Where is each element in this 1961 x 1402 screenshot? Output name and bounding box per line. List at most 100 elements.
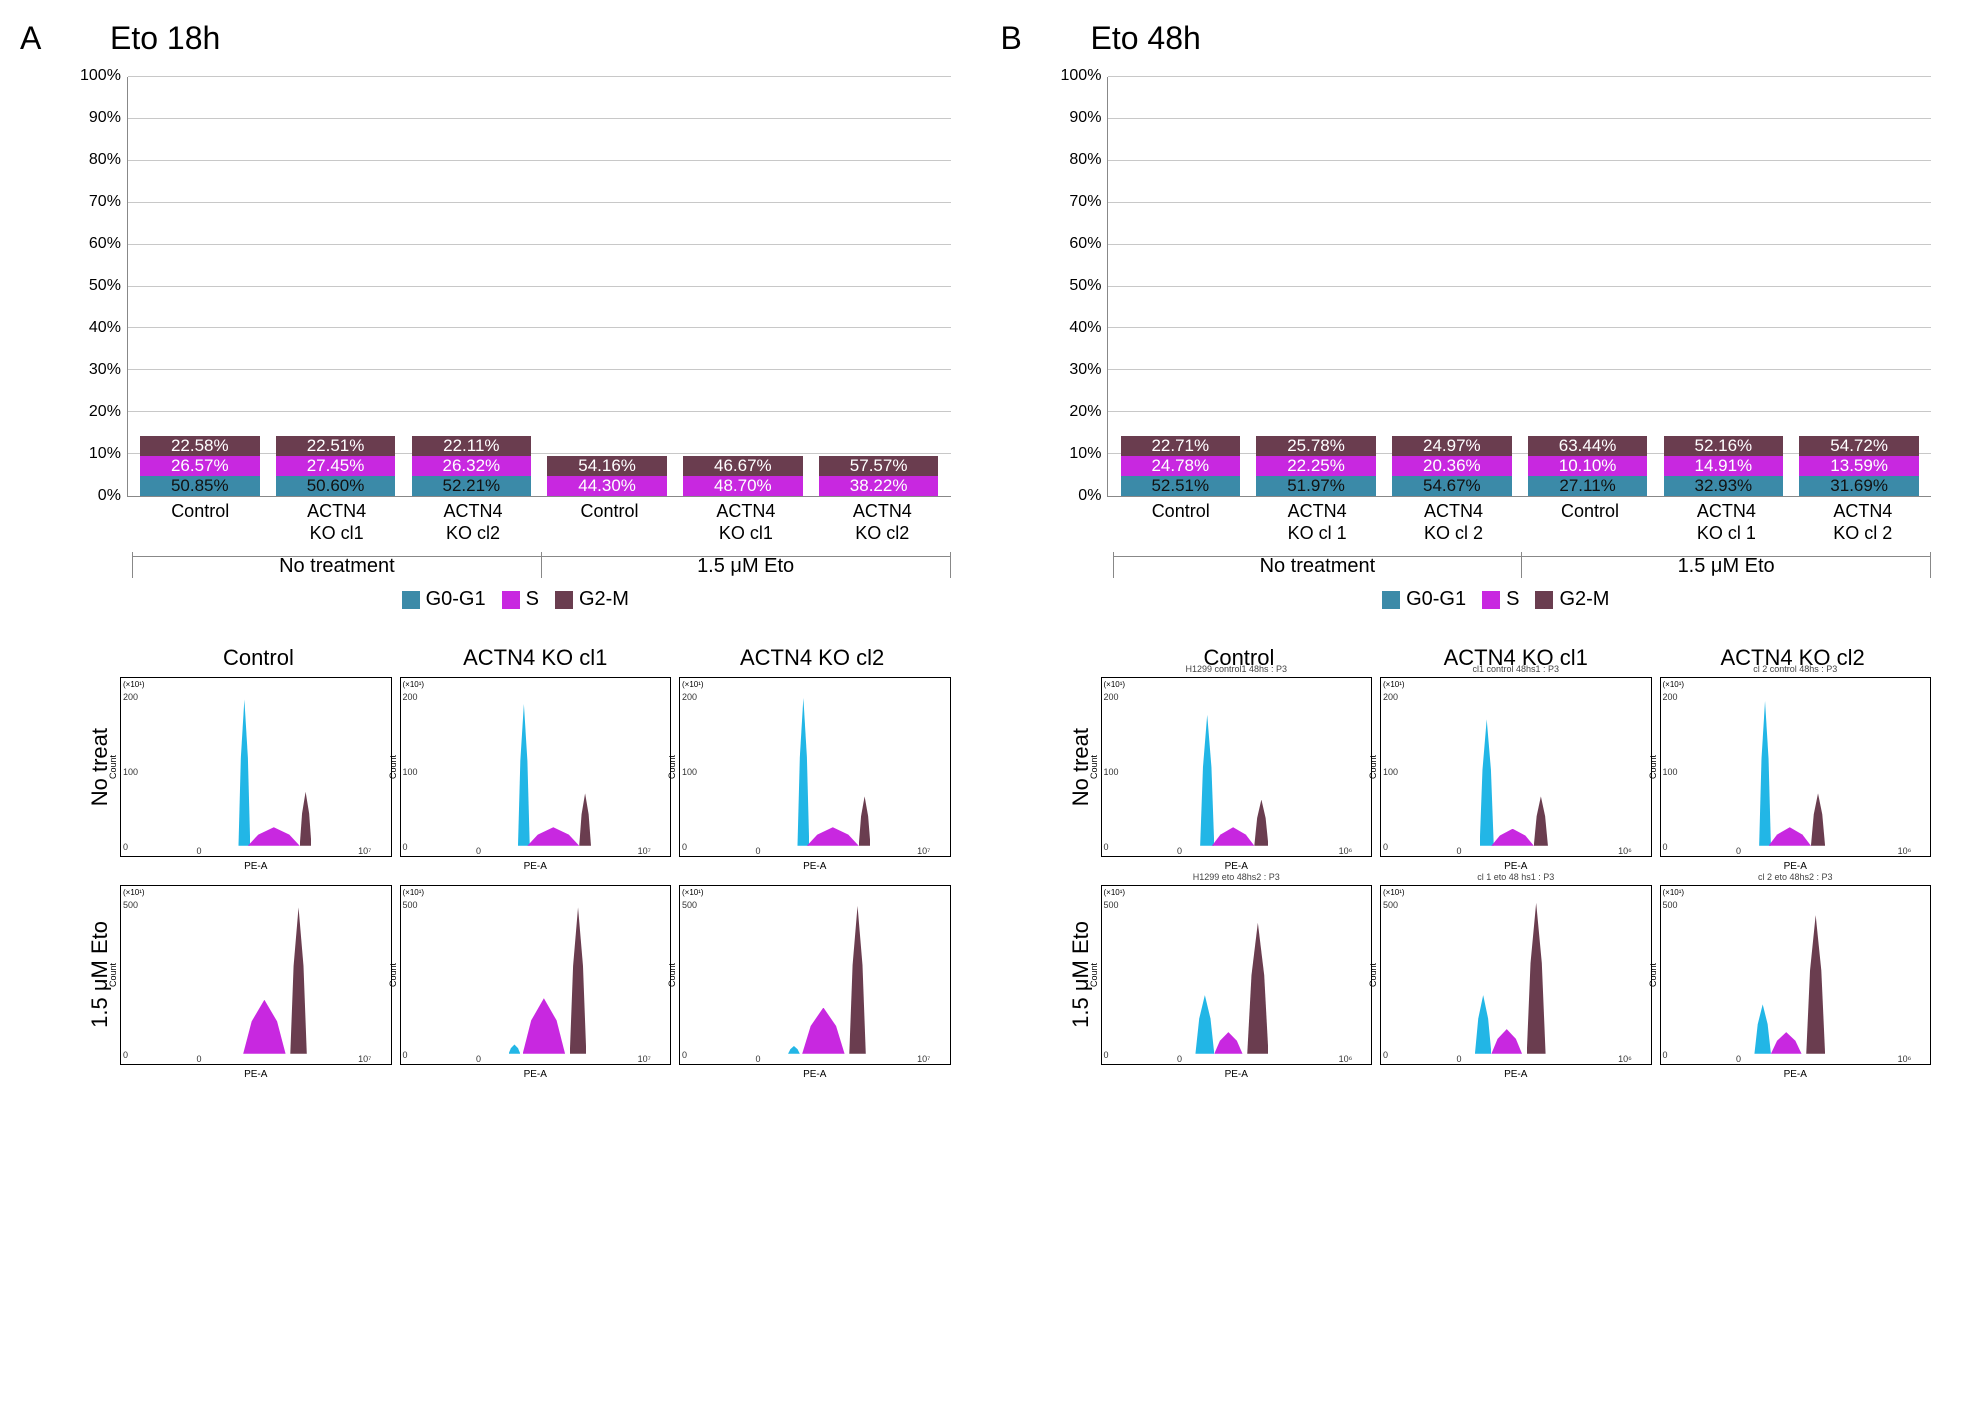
x-label: ACTN4KO cl 1	[1249, 501, 1385, 544]
histogram-unit: (×10¹)	[123, 888, 145, 897]
segment-g0g1: 52.51%	[1121, 476, 1240, 496]
histogram-cell: H1299 control1 48hs : P3CountPE-A(×10¹)2…	[1101, 677, 1373, 857]
histogram-ytick: 0	[1663, 1050, 1668, 1060]
histogram-peak	[849, 906, 865, 1054]
x-label: ACTN4KO cl2	[814, 501, 950, 544]
panel-title: Eto 48h	[1091, 20, 1932, 57]
segment-label: 22.58%	[171, 436, 229, 456]
histogram-ytick: 0	[403, 1050, 408, 1060]
histogram-unit: (×10¹)	[1104, 680, 1126, 689]
histogram-ytick: 200	[403, 692, 418, 702]
histogram-unit: (×10¹)	[403, 888, 425, 897]
histogram-peak	[579, 793, 591, 845]
histogram-ytick: 0	[682, 1050, 687, 1060]
bar-group: 50.85%26.57%22.58%	[132, 436, 268, 496]
stacked-bar: 51.97%22.25%25.78%	[1256, 436, 1375, 496]
histogram-col-headers: ControlACTN4 KO cl1ACTN4 KO cl2	[120, 645, 951, 677]
histogram-peak	[1811, 793, 1825, 845]
legend-item: S	[1482, 588, 1519, 611]
segment-g2m: 25.78%	[1256, 436, 1375, 456]
histogram-x-label: PE-A	[1784, 861, 1807, 872]
histogram-peak	[1759, 701, 1771, 846]
histogram-ytick: 200	[1383, 692, 1398, 702]
histogram-xtick: 10⁷	[917, 846, 930, 856]
x-label: Control	[1522, 501, 1658, 544]
plot-area: 52.51%24.78%22.71%51.97%22.25%25.78%54.6…	[1107, 77, 1931, 497]
histogram-xtick: 0	[476, 846, 481, 856]
histogram-y-label: Count	[388, 963, 398, 987]
panel-B: BEto 48h100%90%80%70%60%50%40%30%20%10%0…	[1011, 20, 1932, 1065]
stacked-bar-chart: 100%90%80%70%60%50%40%30%20%10%0%52.51%2…	[1061, 77, 1932, 615]
histogram-y-label: Count	[1368, 963, 1378, 987]
histogram-peak	[1475, 995, 1491, 1054]
histogram-ytick: 0	[123, 1050, 128, 1060]
x-label: Control	[541, 501, 677, 544]
histogram-cell: H1299 eto 48hs2 : P3CountPE-A(×10¹)50000…	[1101, 885, 1373, 1065]
plot-area: 50.85%26.57%22.58%50.60%27.45%22.51%52.2…	[127, 77, 951, 497]
stacked-bar: 0.87%44.30%54.16%	[547, 456, 666, 496]
histogram-col-header: ACTN4 KO cl2	[674, 645, 951, 671]
stacked-bar: 54.67%20.36%24.97%	[1392, 436, 1511, 496]
segment-g2m: 22.51%	[276, 436, 395, 456]
histogram-xtick: 0	[755, 1054, 760, 1064]
histogram-cell: CountPE-A(×10¹)2001000010⁷	[679, 677, 951, 857]
x-label: ACTN4KO cl 1	[1658, 501, 1794, 544]
histogram-ytick: 100	[123, 767, 138, 777]
segment-g2m: 22.58%	[140, 436, 259, 456]
segment-label: 31.69%	[1830, 476, 1888, 496]
histogram-title: cl 2 eto 48hs2 : P3	[1758, 872, 1833, 882]
histogram-x-label: PE-A	[1225, 1069, 1248, 1080]
segment-g2m: 24.97%	[1392, 436, 1511, 456]
histogram-peak	[1491, 1029, 1522, 1054]
segment-label: 63.44%	[1559, 436, 1617, 456]
histogram-xtick: 0	[755, 846, 760, 856]
histogram-xtick: 0	[476, 1054, 481, 1064]
histogram-x-label: PE-A	[524, 1069, 547, 1080]
histogram-unit: (×10¹)	[1383, 888, 1405, 897]
legend-item: G0-G1	[1382, 588, 1466, 611]
legend: G0-G1 S G2-M	[1061, 588, 1932, 615]
histogram-ytick: 200	[682, 692, 697, 702]
legend-item: G0-G1	[402, 588, 486, 611]
histogram-ytick: 100	[1383, 767, 1398, 777]
histogram-row: 1.5 μM EtoH1299 eto 48hs2 : P3CountPE-A(…	[1061, 885, 1932, 1065]
bar-group: 52.21%26.32%22.11%	[403, 436, 539, 496]
segment-s: 48.70%	[683, 476, 802, 496]
legend-label: G0-G1	[426, 588, 486, 611]
histogram-plot	[1130, 900, 1366, 1054]
legend-item: G2-M	[555, 588, 629, 611]
histogram-ytick: 0	[1383, 842, 1388, 852]
legend-label: S	[1506, 588, 1519, 611]
segment-s: 22.25%	[1256, 456, 1375, 476]
bar-group: 4.20%38.22%57.57%	[811, 456, 947, 496]
legend-item: G2-M	[1535, 588, 1609, 611]
histogram-y-label: Count	[1648, 963, 1658, 987]
segment-label: 46.67%	[714, 456, 772, 476]
histogram-ytick: 200	[123, 692, 138, 702]
histogram-peak	[570, 907, 586, 1053]
histogram-ytick: 500	[123, 900, 138, 910]
histogram-x-label: PE-A	[1784, 1069, 1807, 1080]
x-label: ACTN4KO cl2	[405, 501, 541, 544]
segment-label: 52.16%	[1695, 436, 1753, 456]
x-label: Control	[1113, 501, 1249, 544]
segment-label: 14.91%	[1695, 456, 1753, 476]
histogram-plot	[1689, 900, 1925, 1054]
histogram-x-label: PE-A	[803, 861, 826, 872]
y-axis: 100%90%80%70%60%50%40%30%20%10%0%	[80, 77, 127, 497]
histogram-unit: (×10¹)	[1104, 888, 1126, 897]
segment-label: 38.22%	[850, 476, 908, 496]
histogram-ytick: 200	[1104, 692, 1119, 702]
histogram-peak	[1771, 1032, 1802, 1054]
histogram-peak	[248, 827, 300, 845]
histogram-unit: (×10¹)	[682, 680, 704, 689]
segment-label: 27.11%	[1559, 476, 1615, 496]
segment-label: 54.72%	[1830, 436, 1888, 456]
bar-group: 27.11%10.10%63.44%	[1520, 436, 1656, 496]
histogram-y-label: Count	[108, 963, 118, 987]
histogram-title: cl 2 control 48hs : P3	[1753, 664, 1837, 674]
histogram-plot	[708, 692, 944, 846]
histogram-xtick: 10⁷	[917, 1054, 930, 1064]
histogram-xtick: 10⁶	[1898, 846, 1912, 856]
segment-label: 25.78%	[1287, 436, 1345, 456]
